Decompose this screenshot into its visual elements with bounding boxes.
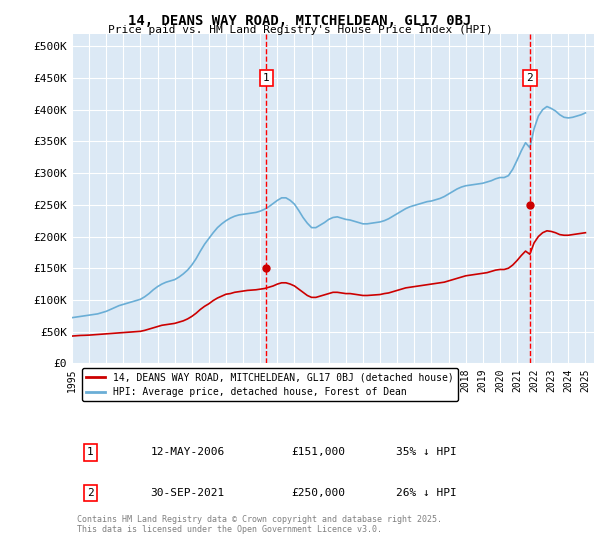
Text: 14, DEANS WAY ROAD, MITCHELDEAN, GL17 0BJ: 14, DEANS WAY ROAD, MITCHELDEAN, GL17 0B… xyxy=(128,14,472,28)
Text: £250,000: £250,000 xyxy=(291,488,345,498)
Text: 2: 2 xyxy=(526,73,533,83)
Text: 1: 1 xyxy=(87,447,94,458)
Legend: 14, DEANS WAY ROAD, MITCHELDEAN, GL17 0BJ (detached house), HPI: Average price, : 14, DEANS WAY ROAD, MITCHELDEAN, GL17 0B… xyxy=(82,368,458,401)
Text: 2: 2 xyxy=(87,488,94,498)
Text: Price paid vs. HM Land Registry's House Price Index (HPI): Price paid vs. HM Land Registry's House … xyxy=(107,25,493,35)
Text: Contains HM Land Registry data © Crown copyright and database right 2025.
This d: Contains HM Land Registry data © Crown c… xyxy=(77,515,442,534)
Text: 12-MAY-2006: 12-MAY-2006 xyxy=(151,447,224,458)
Text: 26% ↓ HPI: 26% ↓ HPI xyxy=(395,488,457,498)
Text: 30-SEP-2021: 30-SEP-2021 xyxy=(151,488,224,498)
Text: 1: 1 xyxy=(263,73,270,83)
Text: 35% ↓ HPI: 35% ↓ HPI xyxy=(395,447,457,458)
Text: £151,000: £151,000 xyxy=(291,447,345,458)
